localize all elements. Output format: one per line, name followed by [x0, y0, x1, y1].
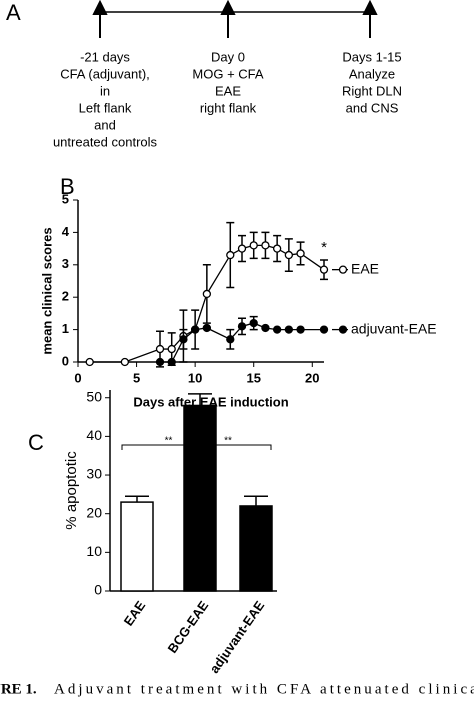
y-tick-label: 4	[62, 224, 70, 239]
y-tick-label: 1	[62, 321, 69, 336]
significance-label: **	[165, 436, 173, 447]
x-tick-label: 15	[246, 370, 260, 385]
bar	[183, 404, 217, 592]
error-bar	[125, 495, 149, 503]
x-axis-label: Days after EAE induction	[133, 394, 288, 409]
data-point	[261, 241, 270, 250]
data-point	[190, 325, 200, 334]
timeline-text: EAE	[215, 83, 241, 98]
data-point	[85, 357, 94, 367]
y-tick-label: 5	[62, 191, 69, 206]
y-tick-label: 3	[62, 256, 69, 271]
data-point	[155, 357, 165, 367]
annotation: *	[321, 239, 327, 256]
y-tick-label: 2	[62, 289, 69, 304]
legend-marker	[338, 325, 348, 334]
data-point	[272, 244, 282, 253]
data-point	[179, 335, 188, 344]
data-point	[155, 344, 165, 354]
bar	[239, 505, 273, 592]
timeline-text: Right DLN	[342, 83, 402, 98]
x-tick-label: 0	[74, 370, 81, 385]
data-point	[296, 249, 305, 258]
x-tick-label: EAE	[121, 598, 149, 629]
y-axis-label: % apoptotic	[63, 451, 80, 530]
data-point	[202, 289, 212, 299]
data-point	[319, 325, 329, 334]
data-point	[284, 250, 294, 260]
data-point	[226, 335, 235, 344]
data-point	[272, 325, 282, 334]
data-point	[226, 250, 235, 260]
axes	[73, 199, 324, 367]
y-tick-label: 40	[86, 427, 102, 443]
error-bar	[188, 393, 212, 406]
data-point	[237, 244, 247, 253]
timeline-text: and CNS	[346, 100, 399, 115]
timeline-text: MOG + CFA	[192, 66, 263, 81]
y-tick-label: 20	[86, 504, 102, 520]
data-point	[237, 322, 247, 331]
legend-label: EAE	[351, 260, 379, 276]
y-tick-label: 10	[86, 543, 102, 559]
timeline-text: Left flank	[79, 100, 132, 115]
x-tick-label: 10	[188, 370, 202, 385]
x-tick-label: BCG-EAE	[165, 598, 212, 656]
y-tick-label: 0	[62, 353, 69, 368]
arrows	[92, 0, 378, 38]
significance-label: **	[224, 436, 232, 447]
panel-label: C	[28, 430, 44, 455]
panel-label: B	[60, 174, 75, 199]
legend-marker	[338, 265, 348, 274]
timeline-text: and	[94, 117, 116, 132]
data-point	[319, 265, 329, 274]
caption-text: Adjuvant treatment with CFA attenuated c…	[54, 681, 474, 697]
y-tick-label: 0	[94, 582, 102, 598]
data-point	[261, 323, 270, 333]
x-tick-label: adjuvant-EAE	[207, 598, 268, 676]
legend-label: adjuvant-EAE	[351, 320, 437, 336]
error-bar	[244, 495, 268, 506]
x-tick-label: 20	[305, 370, 319, 385]
caption-label: URE 1.	[0, 681, 37, 697]
timeline-text: in	[100, 83, 110, 98]
data-point	[249, 241, 258, 250]
significance-bracket	[184, 444, 272, 450]
data-point	[296, 325, 305, 334]
panel-label: A	[6, 0, 21, 25]
timeline-text: Analyze	[349, 66, 395, 81]
y-axis-label: mean clinical scores	[39, 227, 54, 354]
data-point	[249, 318, 258, 328]
bar	[120, 501, 154, 592]
timeline-text: -21 days	[80, 49, 130, 64]
y-tick-label: 50	[86, 388, 102, 404]
timeline-text: Day 0	[211, 49, 245, 64]
timeline-text: right flank	[200, 100, 257, 115]
data-point	[202, 323, 212, 333]
timeline-text: CFA (adjuvant),	[60, 66, 150, 81]
data-point	[284, 325, 294, 334]
timeline-text: Days 1-15	[342, 49, 401, 64]
data-point	[120, 357, 130, 367]
data-point	[167, 344, 176, 354]
y-tick-label: 30	[86, 466, 102, 482]
significance-bracket	[121, 444, 191, 450]
data-point	[167, 357, 176, 367]
x-tick-label: 5	[133, 370, 140, 385]
timeline-text: untreated controls	[53, 134, 158, 149]
